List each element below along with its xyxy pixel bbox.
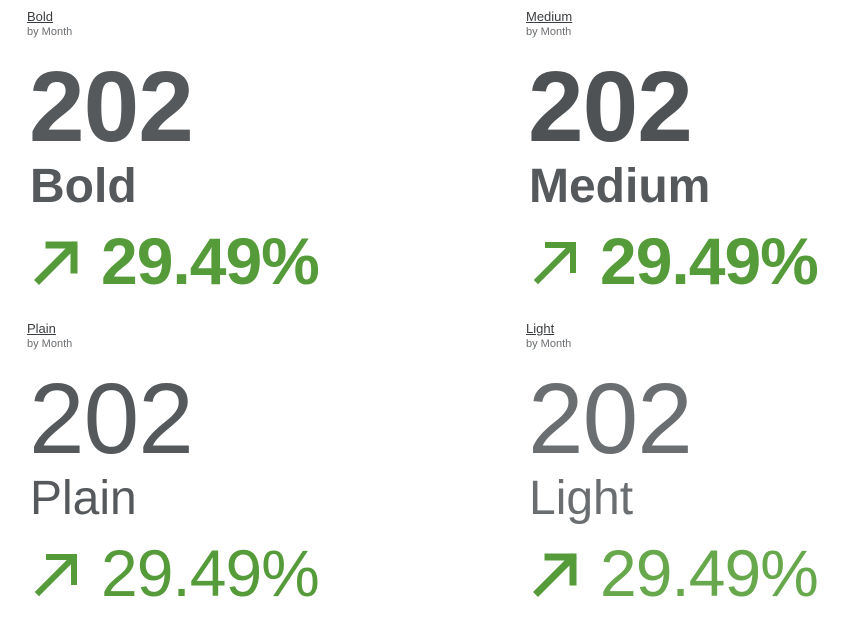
- kpi-tile-medium: Medium by Month 202 Medium 29.49%: [526, 9, 858, 309]
- tile-title-link[interactable]: Medium: [526, 9, 573, 24]
- kpi-value: 202: [528, 51, 693, 163]
- kpi-change: 29.49%: [33, 536, 320, 610]
- arrow-up-right-icon: [34, 553, 78, 597]
- tile-title-link[interactable]: Light: [526, 321, 555, 336]
- kpi-tile-light: Light by Month 202 Light 29.49%: [526, 321, 858, 621]
- kpi-change: 29.49%: [532, 536, 819, 610]
- kpi-tile-bold: Bold by Month 202 Bold 29.49%: [27, 9, 447, 309]
- kpi-label: Light: [529, 472, 634, 525]
- tile-subtitle: by Month: [27, 338, 73, 350]
- tile-subtitle: by Month: [27, 26, 73, 38]
- kpi-tile-plain: Plain by Month 202 Plain 29.49%: [27, 321, 447, 621]
- kpi-label: Medium: [529, 160, 711, 213]
- kpi-change-percent: 29.49%: [101, 224, 320, 298]
- tile-subtitle: by Month: [526, 26, 572, 38]
- kpi-change: 29.49%: [33, 224, 320, 298]
- arrow-up-right-icon: [34, 241, 78, 285]
- kpi-label: Plain: [30, 472, 137, 525]
- tile-title-link[interactable]: Plain: [27, 321, 56, 336]
- kpi-change-percent: 29.49%: [600, 224, 819, 298]
- kpi-change: 29.49%: [532, 224, 819, 298]
- tile-title-link[interactable]: Bold: [27, 9, 54, 24]
- tile-subtitle: by Month: [526, 338, 572, 350]
- kpi-value: 202: [528, 363, 693, 475]
- arrow-up-right-icon: [533, 241, 577, 285]
- kpi-change-percent: 29.49%: [101, 536, 320, 610]
- kpi-label: Bold: [30, 160, 137, 213]
- kpi-change-percent: 29.49%: [600, 536, 819, 610]
- kpi-value: 202: [29, 51, 194, 163]
- kpi-value: 202: [29, 363, 194, 475]
- arrow-up-right-icon: [533, 553, 577, 597]
